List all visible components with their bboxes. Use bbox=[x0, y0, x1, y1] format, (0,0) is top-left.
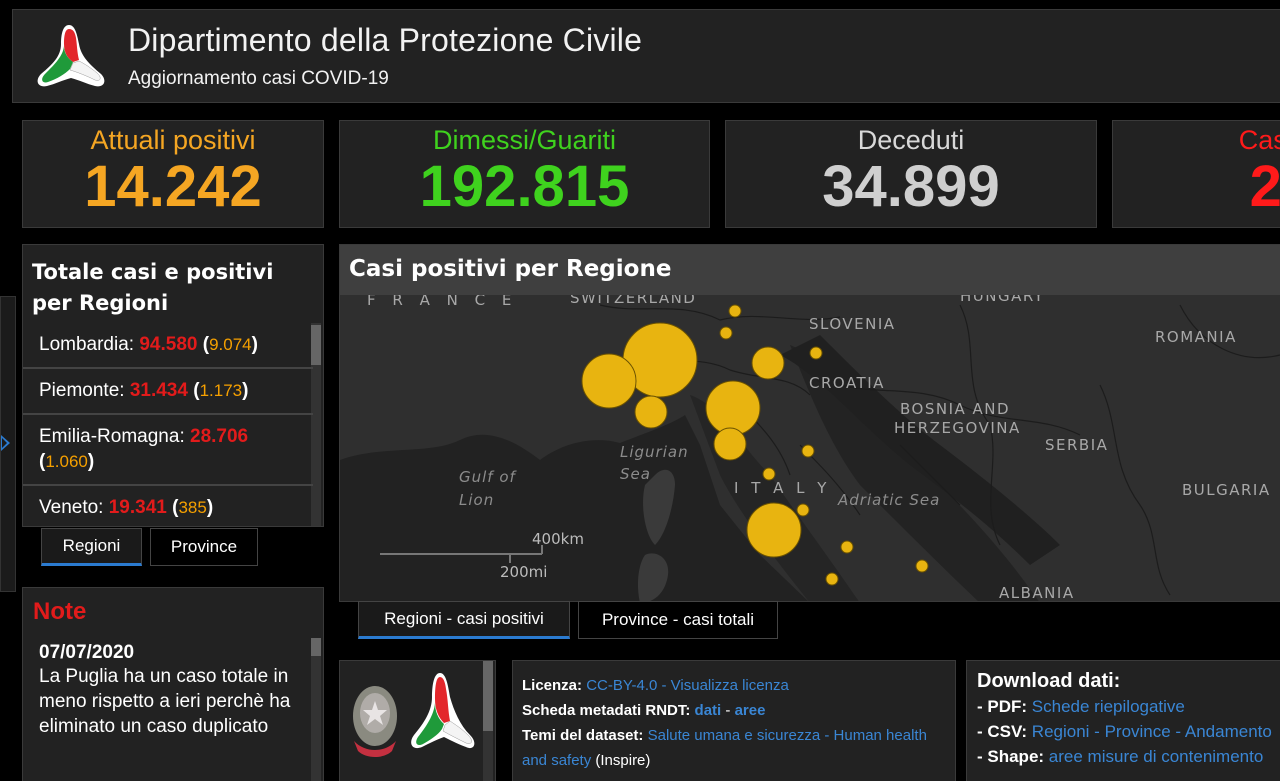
regions-panel-title: Totale casi e positivi per Regioni bbox=[32, 260, 274, 315]
download-title: Download dati: bbox=[977, 670, 1121, 692]
note-scrollbar[interactable] bbox=[311, 638, 321, 781]
region-name: Lombardia: bbox=[39, 334, 135, 355]
themes-link[interactable]: Salute umana e sicurezza - Human health … bbox=[522, 727, 927, 769]
region-item-veneto[interactable]: Veneto: 19.341 (385) bbox=[23, 484, 313, 526]
italian-emblem-icon bbox=[353, 686, 397, 757]
note-date: 07/07/2020 bbox=[39, 642, 135, 663]
kpi-casi-totali: Casi totali 241 bbox=[1112, 120, 1280, 228]
csv-province-link[interactable]: Province bbox=[1104, 722, 1171, 741]
rndt-dati-link[interactable]: dati bbox=[694, 702, 722, 719]
kpi-value: 14.242 bbox=[84, 154, 262, 219]
download-pdf-row: - PDF: Schede riepilogative bbox=[977, 697, 1185, 716]
region-total: 19.341 bbox=[108, 497, 167, 518]
rndt-row: Scheda metadati RNDT: dati - aree bbox=[522, 702, 766, 719]
map-view[interactable]: Casi positivi per Regione bbox=[339, 244, 1280, 602]
region-name: Piemonte: bbox=[39, 380, 125, 401]
map-label-serbia: SERBIA bbox=[1045, 436, 1109, 454]
kpi-value: 34.899 bbox=[822, 154, 1000, 219]
rndt-label: Scheda metadati RNDT: bbox=[522, 702, 691, 719]
note-title: Note bbox=[33, 598, 87, 625]
license-label: Licenza: bbox=[522, 677, 583, 694]
side-panel-toggle[interactable] bbox=[0, 296, 16, 592]
region-total: 28.706 bbox=[190, 426, 249, 447]
download-panel: Download dati: - PDF: Schede riepilogati… bbox=[966, 660, 1280, 781]
region-total: 31.434 bbox=[129, 380, 188, 401]
app-header: Dipartimento della Protezione Civile Agg… bbox=[12, 9, 1280, 103]
map-label-bulgaria: BULGARIA bbox=[1182, 481, 1271, 499]
license-info-panel: Licenza: CC-BY-4.0 - Visualizza licenza … bbox=[512, 660, 956, 781]
map-label-bosnia: BOSNIA AND bbox=[900, 400, 1011, 418]
map-label-italy: I T A L Y bbox=[734, 479, 831, 497]
map-label-albania: ALBANIA bbox=[999, 584, 1075, 602]
regions-scrollbar[interactable] bbox=[311, 323, 321, 526]
kpi-label: Dimessi/Guariti bbox=[432, 125, 617, 155]
kpi-label: Attuali positivi bbox=[90, 125, 256, 155]
license-link[interactable]: CC-BY-4.0 bbox=[586, 677, 658, 694]
region-item-emilia-romagna[interactable]: Emilia-Romagna: 28.706 (1.060) bbox=[23, 413, 313, 484]
map-label-croatia: CROATIA bbox=[809, 374, 885, 392]
region-name: Emilia-Romagna: bbox=[39, 426, 185, 447]
region-positive: 9.074 bbox=[209, 335, 252, 354]
expand-arrow-icon bbox=[1, 435, 10, 451]
map-scale-mi: 200mi bbox=[500, 563, 548, 581]
map-label-adriatic-sea: Adriatic Sea bbox=[838, 491, 941, 509]
themes-row: Temi del dataset: Salute umana e sicurez… bbox=[522, 727, 927, 769]
pdf-schede-link[interactable]: Schede riepilogative bbox=[1031, 697, 1185, 716]
regions-tabbar: Regioni Province bbox=[41, 528, 258, 566]
tab-regioni-casi-positivi[interactable]: Regioni - casi positivi bbox=[358, 601, 570, 639]
themes-label: Temi del dataset: bbox=[522, 727, 644, 744]
csv-andamento-link[interactable]: Andamento bbox=[1184, 722, 1272, 741]
kpi-value: 192.815 bbox=[419, 154, 630, 219]
kpi-dimessi-guariti: Dimessi/Guariti 192.815 bbox=[339, 120, 710, 228]
region-positive: 1.060 bbox=[45, 452, 88, 471]
regions-list-panel: Totale casi e positivi per Regioni Lomba… bbox=[22, 244, 324, 527]
map-label-france: F R A N C E bbox=[367, 291, 518, 309]
regions-scrollbar-thumb[interactable] bbox=[311, 325, 321, 365]
logos-scrollbar-thumb[interactable] bbox=[483, 661, 493, 731]
protezione-civile-logo-icon bbox=[411, 673, 475, 749]
map-label-gulf-of-lion-2: Lion bbox=[459, 491, 495, 509]
kpi-label: Deceduti bbox=[857, 125, 965, 155]
download-shape-row: - Shape: aree misure di contenimento bbox=[977, 747, 1264, 766]
region-positive: 1.173 bbox=[199, 381, 243, 400]
region-name: Veneto: bbox=[39, 497, 104, 518]
regions-list: Lombardia: 94.580 (9.074) Piemonte: 31.4… bbox=[23, 323, 313, 526]
map-label-ligurian-sea: Ligurian bbox=[620, 443, 689, 461]
kpi-deceduti: Deceduti 34.899 bbox=[725, 120, 1097, 228]
map-scale-km: 400km bbox=[532, 530, 584, 548]
kpi-label: Casi totali bbox=[1238, 125, 1280, 155]
map-label-herzegovina: HERZEGOVINA bbox=[894, 419, 1021, 437]
kpi-value: 241 bbox=[1249, 154, 1280, 219]
license-row: Licenza: CC-BY-4.0 - Visualizza licenza bbox=[522, 677, 789, 694]
region-item-lombardia[interactable]: Lombardia: 94.580 (9.074) bbox=[39, 334, 258, 355]
map-label-gulf-of-lion: Gulf of bbox=[459, 468, 516, 486]
tab-province-casi-totali[interactable]: Province - casi totali bbox=[578, 601, 778, 639]
logos-canvas bbox=[353, 673, 475, 757]
app-title: Dipartimento della Protezione Civile bbox=[128, 22, 643, 58]
logos-panel bbox=[339, 660, 496, 781]
view-license-link[interactable]: Visualizza licenza bbox=[670, 677, 789, 694]
download-csv-row: - CSV: Regioni - Province - Andamento bbox=[977, 722, 1272, 741]
region-total: 94.580 bbox=[139, 334, 198, 355]
tab-regioni[interactable]: Regioni bbox=[41, 528, 142, 566]
map-tabbar: Regioni - casi positivi Province - casi … bbox=[358, 601, 778, 639]
map-label-slovenia: SLOVENIA bbox=[809, 315, 896, 333]
region-positive: 385 bbox=[178, 498, 207, 517]
note-text: La Puglia ha un caso totale in meno risp… bbox=[39, 666, 291, 737]
csv-regioni-link[interactable]: Regioni bbox=[1031, 722, 1090, 741]
app-subtitle: Aggiornamento casi COVID-19 bbox=[128, 68, 389, 89]
region-item-piemonte[interactable]: Piemonte: 31.434 (1.173) bbox=[23, 367, 313, 413]
map-title: Casi positivi per Regione bbox=[340, 245, 1280, 295]
map-label-ligurian-sea-2: Sea bbox=[620, 465, 651, 483]
note-scrollbar-thumb[interactable] bbox=[311, 638, 321, 656]
protezione-civile-logo-icon bbox=[37, 25, 105, 87]
tab-province[interactable]: Province bbox=[150, 528, 258, 566]
kpi-attuali-positivi: Attuali positivi 14.242 bbox=[22, 120, 324, 228]
rndt-aree-link[interactable]: aree bbox=[734, 702, 766, 719]
map-canvas[interactable] bbox=[340, 245, 1280, 602]
note-panel: Note 07/07/2020 La Puglia ha un caso tot… bbox=[22, 587, 324, 781]
map-label-romania: ROMANIA bbox=[1155, 328, 1237, 346]
shape-aree-link[interactable]: aree misure di contenimento bbox=[1048, 747, 1264, 766]
